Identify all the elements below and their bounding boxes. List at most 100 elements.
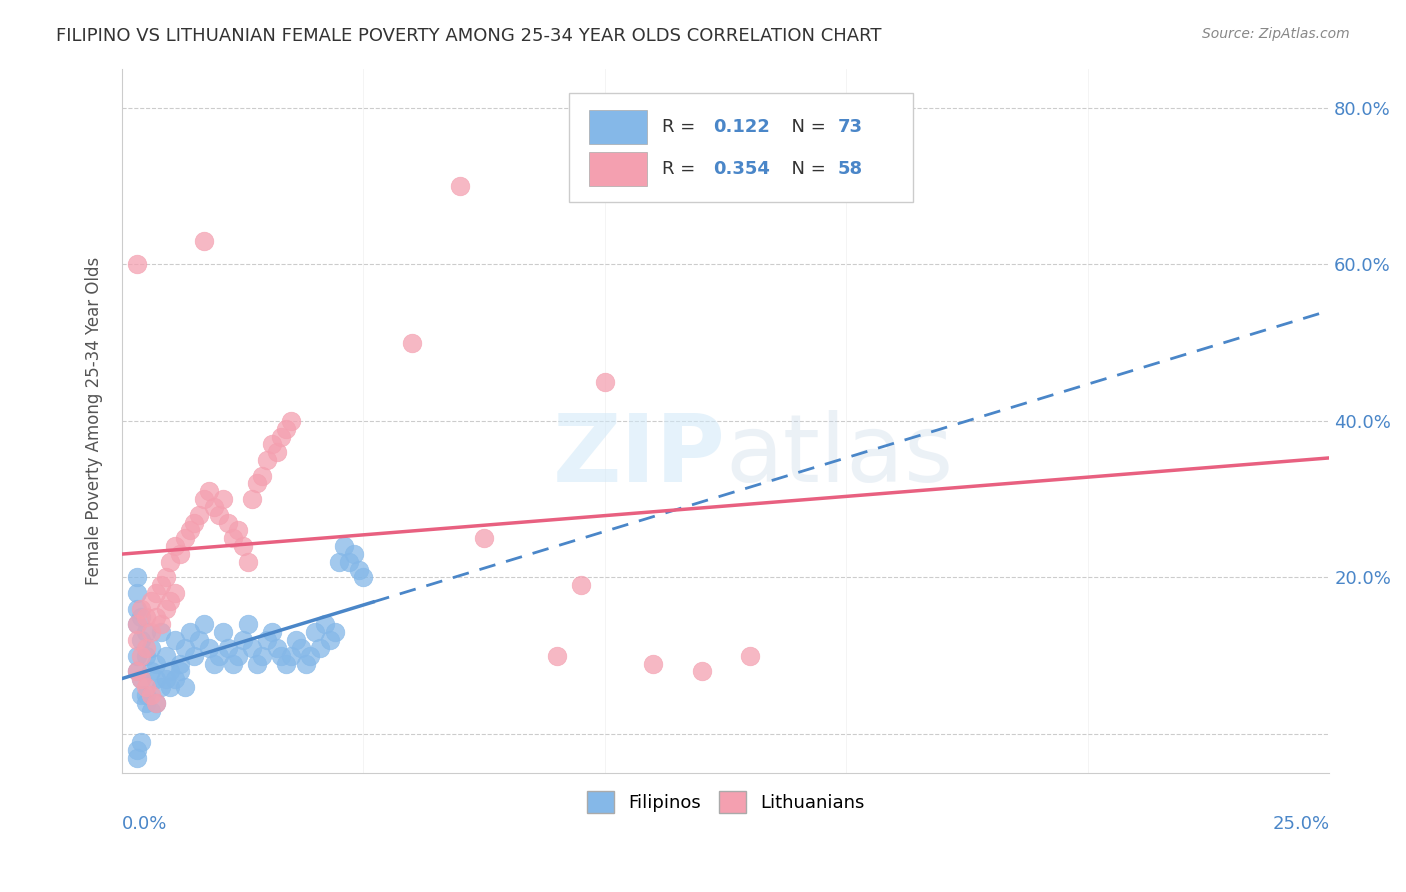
Text: FILIPINO VS LITHUANIAN FEMALE POVERTY AMONG 25-34 YEAR OLDS CORRELATION CHART: FILIPINO VS LITHUANIAN FEMALE POVERTY AM…	[56, 27, 882, 45]
Point	[256, 633, 278, 648]
Text: R =: R =	[662, 118, 700, 136]
Point	[135, 696, 157, 710]
Text: 58: 58	[838, 161, 863, 178]
Point	[207, 508, 229, 522]
Point	[139, 688, 162, 702]
Point	[226, 648, 249, 663]
Point	[159, 594, 181, 608]
Point	[593, 375, 616, 389]
Point	[276, 657, 298, 671]
Point	[145, 586, 167, 600]
Point	[155, 601, 177, 615]
Point	[149, 625, 172, 640]
Point	[135, 680, 157, 694]
Point	[347, 563, 370, 577]
Point	[139, 704, 162, 718]
Point	[183, 648, 205, 663]
Point	[246, 657, 269, 671]
Point	[343, 547, 366, 561]
Point	[145, 609, 167, 624]
Point	[131, 609, 153, 624]
Point	[242, 492, 264, 507]
Point	[250, 648, 273, 663]
Point	[212, 492, 235, 507]
Point	[131, 601, 153, 615]
Point	[155, 570, 177, 584]
Point	[236, 617, 259, 632]
Point	[280, 414, 302, 428]
Point	[135, 640, 157, 655]
Text: ZIP: ZIP	[553, 410, 725, 502]
Point	[290, 640, 312, 655]
Point	[145, 696, 167, 710]
Point	[207, 648, 229, 663]
Point	[131, 672, 153, 686]
Point	[202, 657, 225, 671]
Point	[323, 625, 346, 640]
Point	[131, 672, 153, 686]
Point	[198, 640, 221, 655]
Point	[135, 688, 157, 702]
Point	[165, 633, 187, 648]
Point	[139, 625, 162, 640]
Point	[159, 555, 181, 569]
Point	[159, 680, 181, 694]
Text: N =: N =	[780, 118, 831, 136]
Text: 25.0%: 25.0%	[1272, 815, 1329, 833]
Text: 73: 73	[838, 118, 863, 136]
Point	[125, 742, 148, 756]
Point	[139, 594, 162, 608]
Bar	[589, 153, 647, 186]
Point	[276, 422, 298, 436]
Point	[169, 547, 191, 561]
Point	[246, 476, 269, 491]
Point	[232, 633, 254, 648]
Text: R =: R =	[662, 161, 700, 178]
Point	[135, 625, 157, 640]
Text: 0.122: 0.122	[714, 118, 770, 136]
Point	[135, 609, 157, 624]
Point	[690, 665, 713, 679]
Point	[643, 657, 665, 671]
Point	[131, 648, 153, 663]
Point	[333, 539, 356, 553]
Point	[188, 508, 211, 522]
Point	[284, 633, 307, 648]
Point	[337, 555, 360, 569]
Point	[125, 570, 148, 584]
Point	[125, 648, 148, 663]
Point	[217, 516, 239, 530]
Point	[242, 640, 264, 655]
Point	[266, 640, 288, 655]
Point	[401, 335, 423, 350]
Text: 0.0%: 0.0%	[122, 815, 167, 833]
Point	[149, 578, 172, 592]
Point	[179, 524, 201, 538]
Point	[165, 672, 187, 686]
Point	[270, 429, 292, 443]
Point	[125, 617, 148, 632]
Point	[266, 445, 288, 459]
Point	[217, 640, 239, 655]
Point	[280, 648, 302, 663]
Point	[173, 680, 195, 694]
Point	[212, 625, 235, 640]
Y-axis label: Female Poverty Among 25-34 Year Olds: Female Poverty Among 25-34 Year Olds	[86, 257, 103, 585]
Point	[250, 468, 273, 483]
Point	[353, 570, 375, 584]
Legend: Filipinos, Lithuanians: Filipinos, Lithuanians	[579, 784, 872, 821]
Point	[202, 500, 225, 514]
Text: Source: ZipAtlas.com: Source: ZipAtlas.com	[1202, 27, 1350, 41]
FancyBboxPatch shape	[568, 93, 912, 202]
Point	[222, 657, 245, 671]
Point	[226, 524, 249, 538]
Point	[155, 672, 177, 686]
Point	[125, 601, 148, 615]
Point	[309, 640, 332, 655]
Point	[193, 492, 215, 507]
Point	[256, 453, 278, 467]
Point	[304, 625, 326, 640]
Point	[294, 657, 316, 671]
Point	[131, 735, 153, 749]
Point	[183, 516, 205, 530]
